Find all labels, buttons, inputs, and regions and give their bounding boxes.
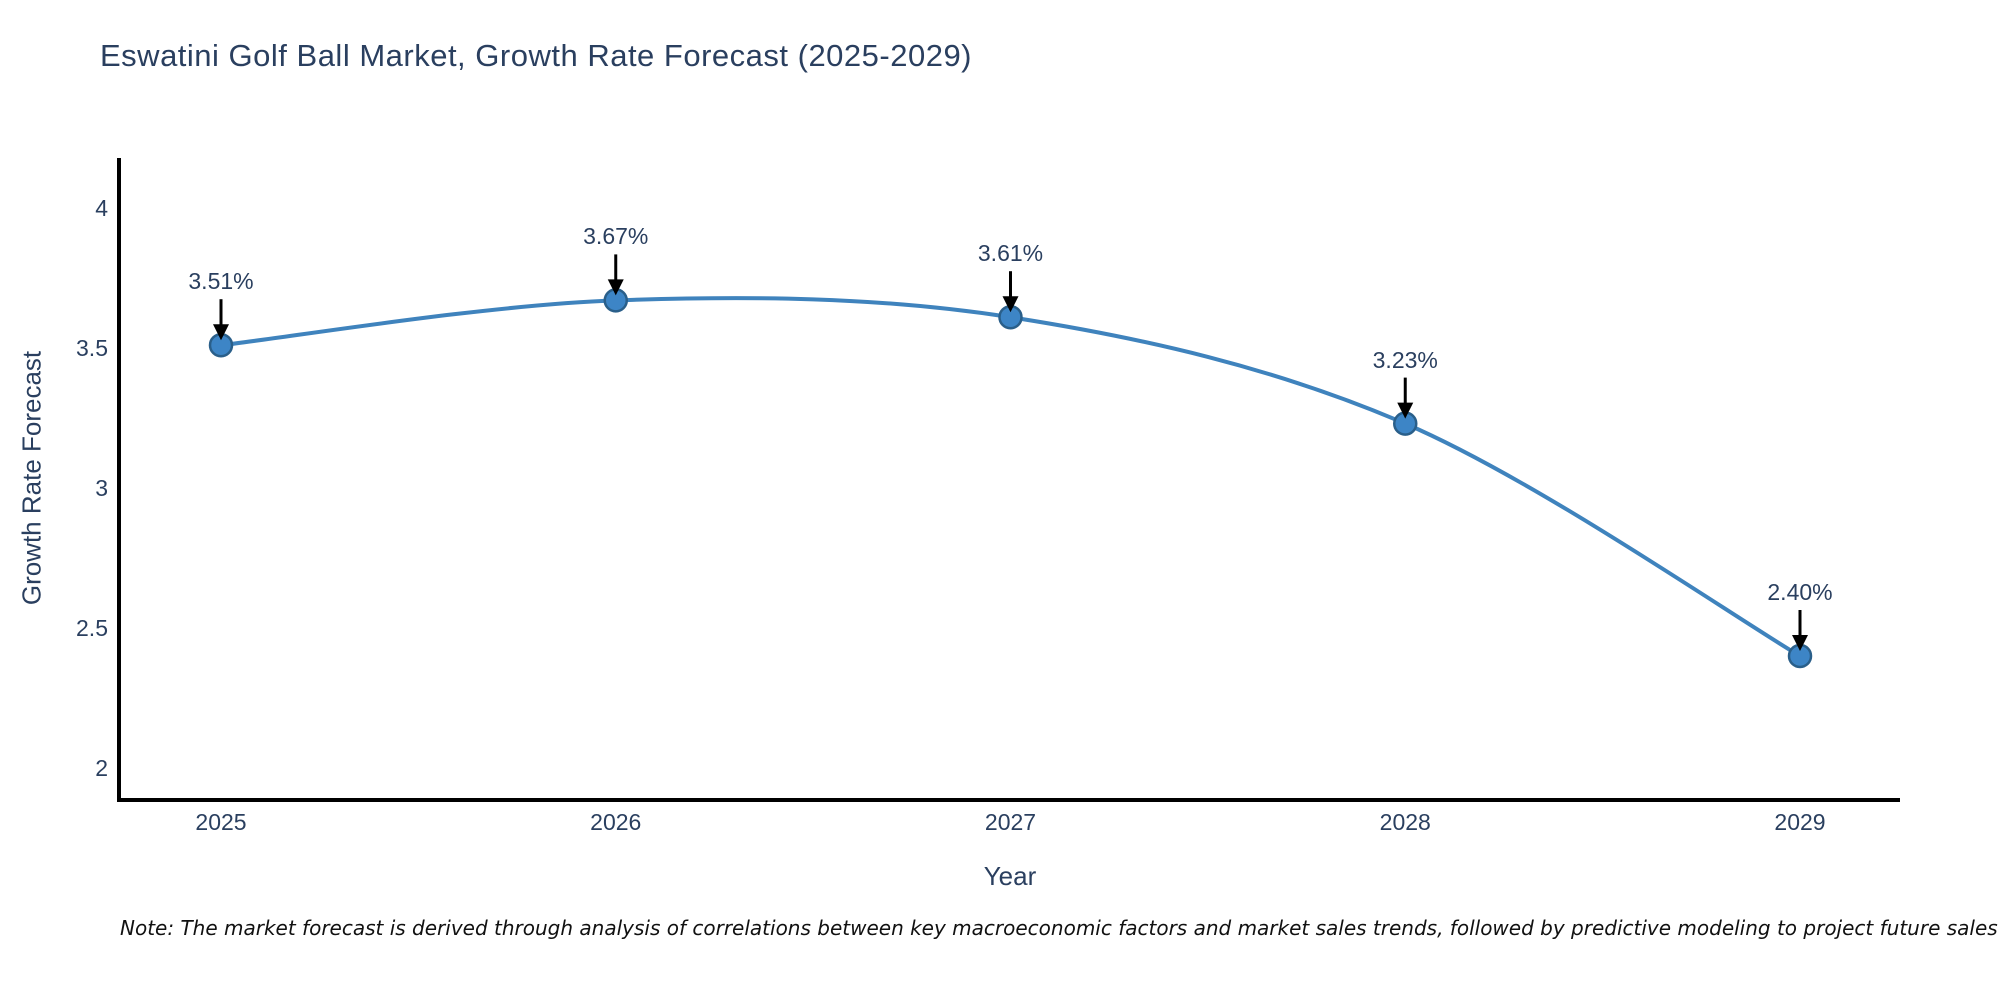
series-line [220,296,1802,658]
x-tick-label: 2029 [1774,809,1826,835]
x-tick-label: 2025 [195,809,247,835]
annotation-arrow-head [1397,402,1414,419]
point-annotation: 3.67% [583,223,649,250]
y-tick-label: 2.5 [76,615,108,641]
point-annotation: 3.51% [188,268,254,295]
point-annotation: 3.23% [1372,346,1438,373]
annotation-arrow-head [1002,296,1019,313]
y-tick-label: 3.5 [76,335,108,361]
chart-title: Eswatini Golf Ball Market, Growth Rate F… [100,38,973,73]
x-tick-label: 2027 [984,809,1037,835]
y-tick-label: 4 [95,195,108,221]
x-tick-label: 2026 [590,809,642,835]
point-annotation: 3.61% [977,240,1044,267]
annotation-arrow-head [1792,635,1808,651]
y-tick-label: 2 [95,755,108,781]
x-tick-label: 2028 [1379,809,1431,835]
x-axis-title: Year [983,861,1037,891]
point-annotation: 2.40% [1767,579,1833,605]
annotation-arrow-head [213,324,229,341]
annotation-arrow-head [607,279,624,296]
footnote: Note: The market forecast is derived thr… [120,916,1998,940]
y-axis-title: Growth Rate Forecast [16,350,47,606]
y-tick-label: 3 [95,475,108,501]
